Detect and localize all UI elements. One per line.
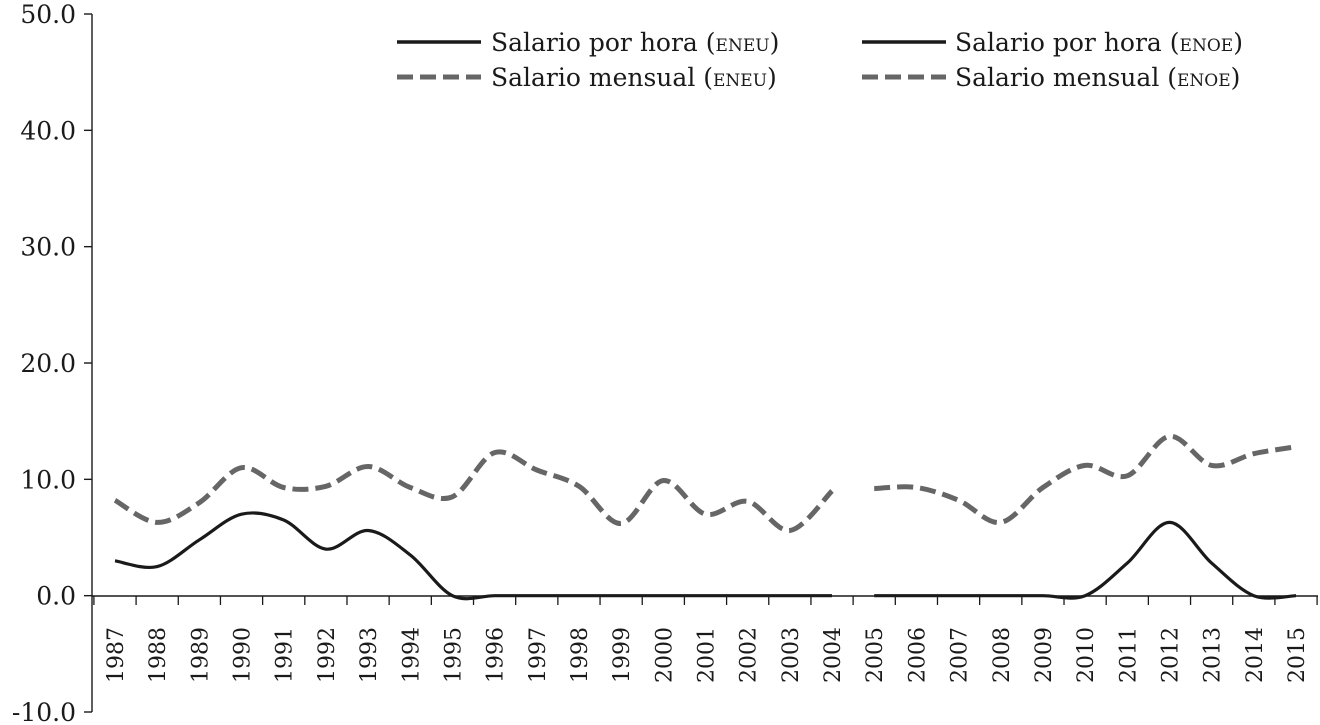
y-tick-label: 0.0	[36, 582, 76, 611]
x-tick-label: 2000	[652, 627, 677, 683]
x-tick-label: 2011	[1116, 627, 1141, 683]
y-tick-label: 50.0	[20, 0, 76, 29]
y-tick-label: 10.0	[20, 465, 76, 494]
series-line-2	[874, 520, 1297, 600]
x-tick-label: 2003	[779, 627, 804, 683]
y-tick-label: -10.0	[12, 698, 76, 725]
x-tick-label: 1995	[441, 627, 466, 683]
x-tick-label: 2014	[1243, 627, 1268, 683]
x-tick-label: 2004	[821, 627, 846, 683]
legend-label: Salario por hora (eneu)	[491, 28, 779, 57]
x-axis-ticks: 1987 1988 1989 1990 1991 1992 1993 1994 1995 1996…	[93, 596, 1318, 683]
y-axis-ticks: 50.0 40.0 30.0 20.0 10.0 0.0 -10.0	[12, 0, 92, 725]
series-line-3	[113, 449, 834, 533]
legend-item-4: Salario mensual (enoe)	[862, 63, 1240, 92]
legend-label: Salario por hora (enoe)	[955, 28, 1243, 57]
x-tick-label: 2009	[1032, 627, 1057, 683]
legend: Salario por hora (eneu) Salario por hora …	[397, 28, 1243, 92]
y-tick-label: 30.0	[20, 233, 76, 262]
series-layer	[113, 433, 1297, 601]
y-tick-label: 40.0	[20, 116, 76, 145]
legend-item-2: Salario por hora (enoe)	[862, 28, 1243, 57]
legend-item-1: Salario por hora (eneu)	[397, 28, 779, 57]
x-tick-label: 2010	[1074, 627, 1099, 683]
x-tick-label: 1994	[399, 627, 424, 683]
x-tick-label: 1987	[104, 627, 129, 683]
x-tick-label: 1997	[526, 627, 551, 683]
x-tick-label: 1993	[357, 627, 382, 683]
x-tick-label: 1996	[484, 627, 509, 683]
x-tick-label: 2002	[737, 627, 762, 683]
x-tick-label: 1991	[273, 627, 298, 683]
x-tick-label: 2001	[695, 627, 720, 683]
x-tick-label: 1988	[146, 627, 171, 683]
x-tick-label: 1990	[231, 627, 256, 683]
legend-item-3: Salario mensual (eneu)	[397, 63, 777, 92]
x-tick-label: 2008	[990, 627, 1015, 683]
x-tick-label: 1989	[188, 627, 213, 683]
x-tick-label: 2006	[905, 627, 930, 683]
x-tick-label: 1999	[610, 627, 635, 683]
x-tick-label: 2005	[863, 627, 888, 683]
legend-label: Salario mensual (enoe)	[955, 63, 1240, 92]
x-tick-label: 2012	[1158, 627, 1183, 683]
series-line-1	[114, 511, 832, 601]
legend-label: Salario mensual (eneu)	[491, 63, 777, 92]
x-tick-label: 2015	[1285, 627, 1310, 683]
x-tick-label: 1998	[568, 627, 593, 683]
x-tick-label: 1992	[315, 627, 340, 683]
x-tick-label: 2007	[948, 627, 973, 683]
y-tick-label: 20.0	[20, 349, 76, 378]
x-tick-label: 2013	[1201, 627, 1226, 683]
series-line-4	[874, 433, 1297, 525]
axes	[91, 14, 1318, 712]
